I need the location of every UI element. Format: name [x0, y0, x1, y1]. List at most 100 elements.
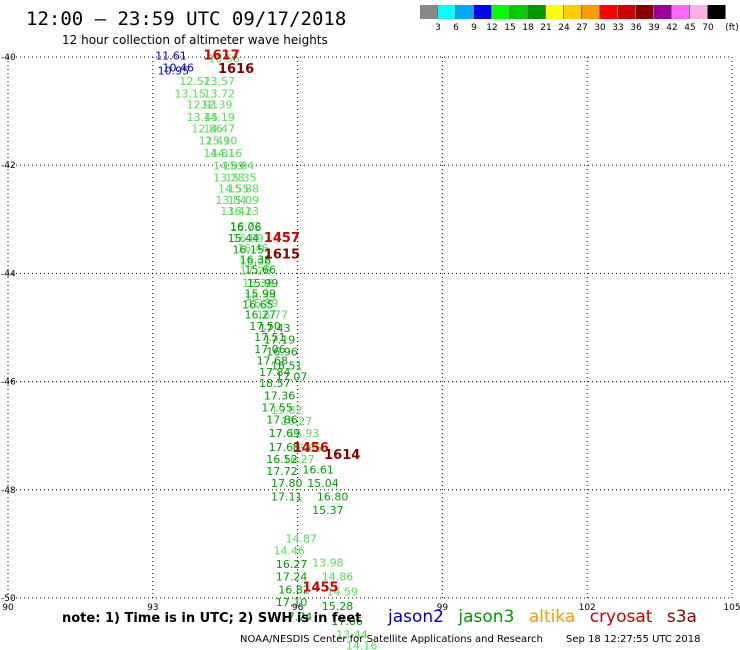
swh-value: 17.68: [269, 441, 301, 454]
legend-swatch: [582, 5, 600, 19]
swh-value: 15.82: [271, 404, 303, 417]
swh-value: 18.57: [259, 377, 291, 390]
legend-swatch: [708, 5, 726, 19]
lon-tick-label: 90: [2, 603, 14, 613]
swh-value: 13.57: [203, 75, 235, 88]
swh-value: 12.91: [187, 98, 219, 111]
legend-label: 12: [486, 23, 498, 33]
swh-value: 15.66: [245, 263, 276, 276]
swh-value: 16.96: [266, 346, 298, 359]
legend-swatch: [528, 5, 546, 19]
swh-value: 16.27: [245, 308, 276, 321]
swh-value: 14.81: [203, 147, 235, 160]
pass-time-label: 1617: [203, 49, 239, 64]
swh-value: 17.68: [257, 354, 289, 367]
legend-label: 24: [558, 23, 570, 33]
lat-tick-label: -44: [1, 269, 16, 279]
pass-time-label: 1455: [302, 581, 338, 596]
swh-value: 17.19: [264, 334, 296, 347]
swh-value: 13.45: [187, 111, 219, 124]
swh-value: 17.24: [276, 571, 308, 584]
pass-time-label: 1614: [324, 448, 360, 463]
swh-value: 16.65: [242, 299, 273, 312]
swh-value: 10.46: [162, 62, 194, 75]
swh-value: 16.27: [276, 558, 308, 571]
swh-value: 17.72: [266, 465, 298, 478]
swh-value: 12.86: [191, 123, 223, 136]
legend-swatch: [456, 5, 474, 19]
legend-swatch: [636, 5, 654, 19]
legend-swatch: [654, 5, 672, 19]
swh-value: 17.50: [249, 320, 280, 333]
swh-value: 17.84: [259, 366, 291, 379]
legend-label: 3: [435, 23, 441, 33]
pass-time-label: 1456: [293, 441, 329, 456]
swh-value: 14.19: [203, 111, 235, 124]
swh-value: 13.15: [175, 88, 207, 101]
swh-value: 15.44: [228, 232, 260, 245]
swh-value: 17.74: [281, 611, 313, 624]
swh-value: 14.47: [203, 123, 235, 136]
swh-value: 16.61: [302, 464, 334, 477]
legend-swatch: [492, 5, 510, 19]
swh-value: 13.72: [203, 88, 235, 101]
swh-value: 17.36: [264, 389, 296, 402]
legend-swatch: [600, 5, 618, 19]
legend-swatch: [510, 5, 528, 19]
lat-tick-label: -48: [1, 486, 16, 496]
swh-value: 13.84: [216, 194, 248, 207]
lon-tick-label: 102: [579, 603, 596, 613]
swh-value: 17.69: [269, 427, 301, 440]
swh-value: 16.27: [281, 415, 313, 428]
swh-value: 12.49: [199, 135, 231, 148]
sat-key-jason3: jason3: [458, 607, 515, 627]
satellite-key: jason2 jason3 altika cryosat s3a: [388, 607, 706, 627]
lat-tick-label: -42: [1, 161, 16, 171]
swh-value: 15.10: [206, 135, 238, 148]
swh-value: 13.44: [336, 629, 368, 642]
swh-value: 15.04: [307, 477, 339, 490]
swh-value: 16.06: [230, 221, 262, 234]
legend-swatch: [546, 5, 564, 19]
legend-unit: (ft): [725, 23, 739, 33]
swh-value: 16.89: [232, 232, 264, 245]
swh-value: 13.41: [220, 205, 252, 218]
lon-tick-label: 93: [147, 603, 158, 613]
legend-label: 36: [630, 23, 642, 33]
swh-value: 14.16: [211, 147, 243, 160]
swh-value: 14.89: [213, 160, 245, 173]
legend-label: 33: [612, 23, 624, 33]
swh-value: 17.10: [276, 596, 308, 609]
footer-credit: NOAA/NESDIS Center for Satellite Applica…: [240, 634, 543, 645]
legend-swatch: [672, 5, 690, 19]
swh-value: 13.28: [213, 171, 245, 184]
swh-value: 16.80: [317, 491, 349, 504]
legend-swatch: [690, 5, 708, 19]
swh-value: 13.98: [312, 557, 344, 570]
lat-tick-label: -50: [1, 594, 16, 604]
legend-label: 70: [702, 23, 714, 33]
footer: NOAA/NESDIS Center for Satellite Applica…: [240, 634, 701, 645]
swh-value: 17.07: [276, 371, 308, 384]
legend-label: 18: [522, 23, 534, 33]
swh-value: 14.87: [286, 532, 318, 545]
legend-swatch: [474, 5, 492, 19]
swh-value: 15.99: [247, 277, 278, 290]
swh-value: 14.16: [346, 639, 378, 650]
page-subtitle: 12 hour collection of altimeter wave hei…: [62, 33, 328, 47]
swh-value: 15.09: [228, 194, 260, 207]
sat-key-jason2: jason2: [388, 607, 444, 627]
swh-value: 15.93: [288, 427, 320, 440]
pass-time-label: 1457: [264, 231, 300, 246]
sat-key-s3a: s3a: [666, 607, 697, 627]
legend-label: 42: [666, 23, 678, 33]
pass-time-label: 1615: [264, 247, 300, 262]
legend-swatch: [438, 5, 456, 19]
legend-label: 9: [471, 23, 477, 33]
footer-timestamp: Sep 18 12:27:55 UTC 2018: [566, 634, 701, 645]
swh-value: 15.04: [223, 160, 255, 173]
swh-value: 16.65: [290, 442, 322, 455]
swh-value: 16.82: [278, 584, 310, 597]
swh-value: 15.37: [312, 504, 344, 517]
